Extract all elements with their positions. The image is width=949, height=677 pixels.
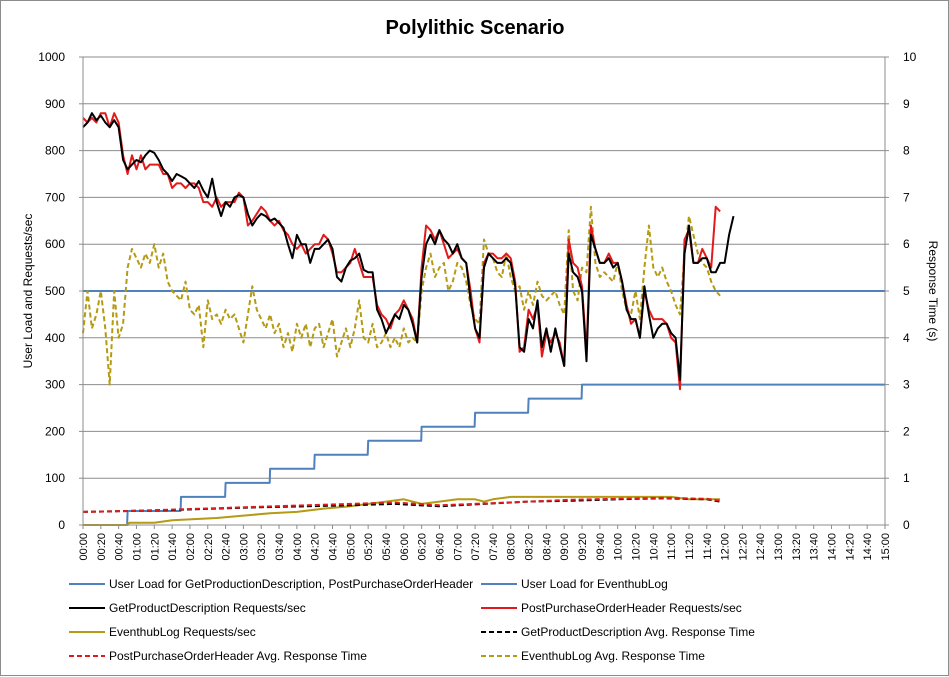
- y2-axis-ticks: 0 1 2 3 4 5 6 7 8 9 10: [885, 50, 917, 532]
- legend-label: EventhubLog Avg. Response Time: [521, 649, 705, 663]
- x-tick-label: 08:00: [506, 533, 518, 561]
- y2-tick-label: 7: [903, 190, 910, 204]
- x-tick-label: 09:40: [595, 533, 607, 561]
- x-tick-label: 04:20: [310, 533, 322, 561]
- x-tick-label: 05:20: [363, 533, 375, 561]
- x-tick-label: 00:00: [78, 533, 90, 561]
- x-tick-label: 02:20: [203, 533, 215, 561]
- x-tick-label: 13:00: [773, 533, 785, 561]
- legend-label: User Load for GetProductionDescription, …: [109, 577, 473, 591]
- x-tick-label: 02:00: [185, 533, 197, 561]
- chart-title: Polylithic Scenario: [386, 17, 565, 39]
- y-tick-label: 400: [45, 331, 65, 345]
- x-tick-label: 10:40: [648, 533, 660, 561]
- x-tick-label: 12:00: [720, 533, 732, 561]
- y2-axis-title: Response Time (s): [926, 241, 940, 342]
- legend-label: User Load for EventhubLog: [521, 577, 668, 591]
- x-tick-label: 13:40: [809, 533, 821, 561]
- legend-label: PostPurchaseOrderHeader Requests/sec: [521, 601, 742, 615]
- series-line: [83, 495, 721, 526]
- x-tick-label: 11:20: [684, 533, 696, 560]
- x-tick-label: 07:40: [488, 533, 500, 561]
- y2-tick-label: 3: [903, 378, 910, 392]
- series-lines: [82, 112, 885, 526]
- y2-tick-label: 1: [903, 471, 910, 485]
- x-tick-label: 14:00: [827, 533, 839, 561]
- series-line: [82, 205, 721, 386]
- x-tick-label: 02:40: [221, 533, 233, 561]
- x-tick-label: 10:00: [613, 533, 625, 561]
- x-tick-label: 01:00: [131, 533, 143, 561]
- x-tick-label: 07:20: [470, 533, 482, 561]
- legend-label: EventhubLog Requests/sec: [109, 625, 256, 639]
- x-tick-label: 03:40: [274, 533, 286, 561]
- y2-tick-label: 10: [903, 50, 917, 64]
- x-tick-label: 00:40: [114, 533, 126, 561]
- series-line: [83, 383, 885, 526]
- y-tick-label: 200: [45, 424, 65, 438]
- y-tick-label: 500: [45, 284, 65, 298]
- y-tick-label: 0: [58, 518, 65, 532]
- x-tick-label: 05:00: [345, 533, 357, 561]
- x-tick-label: 10:20: [630, 533, 642, 561]
- x-tick-label: 07:00: [452, 533, 464, 561]
- x-tick-label: 11:00: [666, 533, 678, 560]
- x-tick-label: 12:40: [755, 533, 767, 561]
- x-tick-label: 05:40: [381, 533, 393, 561]
- y-tick-label: 100: [45, 471, 65, 485]
- y-axis-title: User Load and Requests/sec: [21, 214, 35, 369]
- y-tick-label: 900: [45, 97, 65, 111]
- y2-tick-label: 9: [903, 97, 910, 111]
- series-line: [82, 112, 721, 391]
- y-tick-label: 300: [45, 378, 65, 392]
- y2-tick-label: 0: [903, 518, 910, 532]
- y2-tick-label: 2: [903, 424, 910, 438]
- x-tick-label: 13:20: [791, 533, 803, 561]
- y-axis-ticks: 0 100 200 300 400 500 600 700 800 900 1000: [38, 50, 83, 532]
- x-tick-label: 11:40: [702, 533, 714, 560]
- x-tick-label: 01:20: [149, 533, 161, 561]
- x-tick-label: 06:00: [399, 533, 411, 561]
- legend: User Load for GetProductionDescription, …: [69, 577, 755, 663]
- y-tick-label: 800: [45, 144, 65, 158]
- x-tick-label: 14:40: [862, 533, 874, 561]
- x-axis-ticks: 00:00 00:20 00:40 01:00 01:20 01:40 02:00 02:20…: [78, 525, 892, 561]
- x-tick-label: 08:20: [524, 533, 536, 561]
- y2-tick-label: 4: [903, 331, 910, 345]
- legend-label: GetProductDescription Avg. Response Time: [521, 625, 755, 639]
- legend-label: GetProductDescription Requests/sec: [109, 601, 306, 615]
- x-tick-label: 12:20: [737, 533, 749, 561]
- x-tick-label: 09:00: [559, 533, 571, 561]
- x-tick-label: 14:20: [844, 533, 856, 561]
- x-tick-label: 09:20: [577, 533, 589, 561]
- legend-label: PostPurchaseOrderHeader Avg. Response Ti…: [109, 649, 367, 663]
- x-tick-label: 00:20: [96, 533, 108, 561]
- y-tick-label: 700: [45, 190, 65, 204]
- x-tick-label: 06:40: [434, 533, 446, 561]
- series-line: [82, 112, 735, 381]
- y2-tick-label: 5: [903, 284, 910, 298]
- x-tick-label: 04:40: [328, 533, 340, 561]
- y2-tick-label: 6: [903, 237, 910, 251]
- x-tick-label: 06:20: [417, 533, 429, 561]
- x-tick-label: 15:00: [880, 533, 892, 561]
- x-tick-label: 03:20: [256, 533, 268, 561]
- x-tick-label: 08:40: [541, 533, 553, 561]
- x-tick-label: 04:00: [292, 533, 304, 561]
- x-tick-label: 01:40: [167, 533, 179, 561]
- x-tick-label: 03:00: [238, 533, 250, 561]
- y-tick-label: 1000: [38, 50, 65, 64]
- y-tick-label: 600: [45, 237, 65, 251]
- y2-tick-label: 8: [903, 144, 910, 158]
